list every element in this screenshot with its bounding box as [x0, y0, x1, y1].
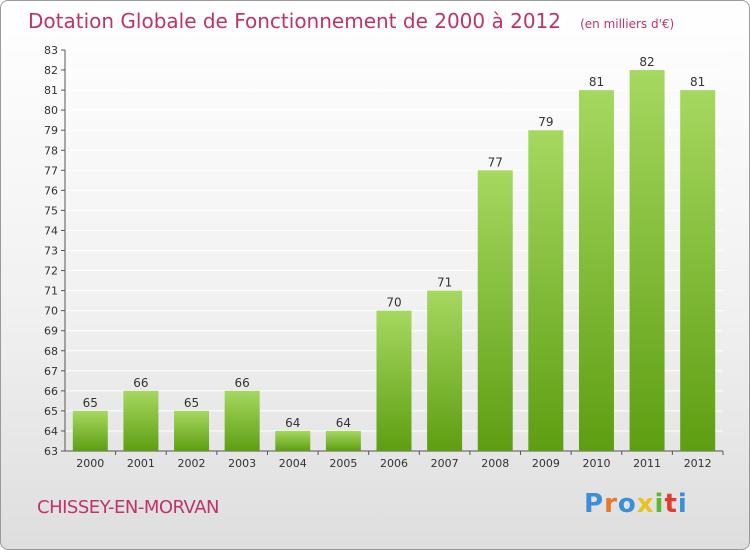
- y-tick-label: 73: [44, 245, 58, 258]
- data-label: 82: [639, 55, 654, 69]
- y-tick-label: 78: [44, 144, 58, 157]
- y-tick-label: 68: [44, 345, 58, 358]
- y-tick-label: 66: [44, 385, 58, 398]
- y-tick-label: 65: [44, 405, 58, 418]
- data-label: 65: [83, 396, 98, 410]
- data-label: 70: [386, 296, 401, 310]
- logo-letter: P: [584, 489, 605, 519]
- x-tick-label: 2004: [279, 457, 307, 470]
- x-tick-label: 2010: [582, 457, 610, 470]
- x-tick-label: 2001: [127, 457, 155, 470]
- bar: [123, 390, 159, 451]
- y-tick-label: 82: [44, 64, 58, 77]
- proxiti-logo: Proxiti: [584, 489, 688, 519]
- y-tick-label: 75: [44, 204, 58, 217]
- y-tick-label: 77: [44, 164, 58, 177]
- y-tick-label: 76: [44, 184, 58, 197]
- bar: [224, 390, 260, 451]
- bar: [275, 430, 311, 451]
- data-label: 64: [336, 416, 351, 430]
- x-tick-label: 2012: [684, 457, 712, 470]
- bar: [477, 170, 513, 452]
- data-label: 64: [285, 416, 300, 430]
- chart-title: Dotation Globale de Fonctionnement de 20…: [28, 9, 561, 33]
- y-tick-label: 81: [44, 84, 58, 97]
- bar: [325, 430, 361, 451]
- labels: 63 64 65 66 67 68 69 70 71 72 73 74 75 76 77 78 79 80 81 82…: [44, 44, 712, 470]
- logo-letter: r: [604, 489, 618, 519]
- data-label: 66: [235, 376, 250, 390]
- data-label: 81: [589, 75, 604, 89]
- x-tick-label: 2002: [178, 457, 206, 470]
- y-tick-label: 67: [44, 365, 58, 378]
- bar: [528, 130, 564, 451]
- x-tick-label: 2009: [532, 457, 560, 470]
- x-tick-label: 2006: [380, 457, 408, 470]
- bar: [427, 290, 463, 451]
- y-tick-label: 71: [44, 285, 58, 298]
- logo-letter: t: [664, 489, 678, 519]
- data-label: 77: [488, 155, 503, 169]
- y-tick-label: 83: [44, 44, 58, 57]
- x-tick-label: 2005: [329, 457, 357, 470]
- bar: [72, 410, 108, 451]
- logo-letter: x: [636, 489, 655, 519]
- bars: [72, 70, 716, 452]
- x-tick-label: 2000: [76, 457, 104, 470]
- y-tick-label: 63: [44, 445, 58, 458]
- y-tick-label: 80: [44, 104, 58, 117]
- data-label: 81: [690, 75, 705, 89]
- y-tick-label: 72: [44, 265, 58, 278]
- bar: [578, 90, 614, 451]
- chart-subtitle: (en milliers d'€): [580, 17, 675, 31]
- data-label: 79: [538, 115, 553, 129]
- bar: [629, 70, 665, 452]
- x-tick-label: 2003: [228, 457, 256, 470]
- title-row: Dotation Globale de Fonctionnement de 20…: [28, 9, 674, 33]
- data-label: 65: [184, 396, 199, 410]
- y-tick-label: 69: [44, 325, 58, 338]
- y-tick-label: 70: [44, 305, 58, 318]
- x-tick-label: 2011: [633, 457, 661, 470]
- y-tick-label: 74: [44, 224, 58, 237]
- y-tick-label: 64: [44, 425, 58, 438]
- data-label: 71: [437, 276, 452, 290]
- data-label: 66: [133, 376, 148, 390]
- bar: [376, 310, 412, 451]
- bar: [174, 410, 210, 451]
- y-tick-label: 79: [44, 124, 58, 137]
- bar: [680, 90, 716, 451]
- x-tick-label: 2008: [481, 457, 509, 470]
- logo-letter: i: [677, 489, 688, 519]
- x-tick-label: 2007: [431, 457, 459, 470]
- logo-letter: o: [617, 489, 637, 519]
- logo-letter: i: [654, 489, 665, 519]
- commune-name: CHISSEY-EN-MORVAN: [37, 497, 220, 518]
